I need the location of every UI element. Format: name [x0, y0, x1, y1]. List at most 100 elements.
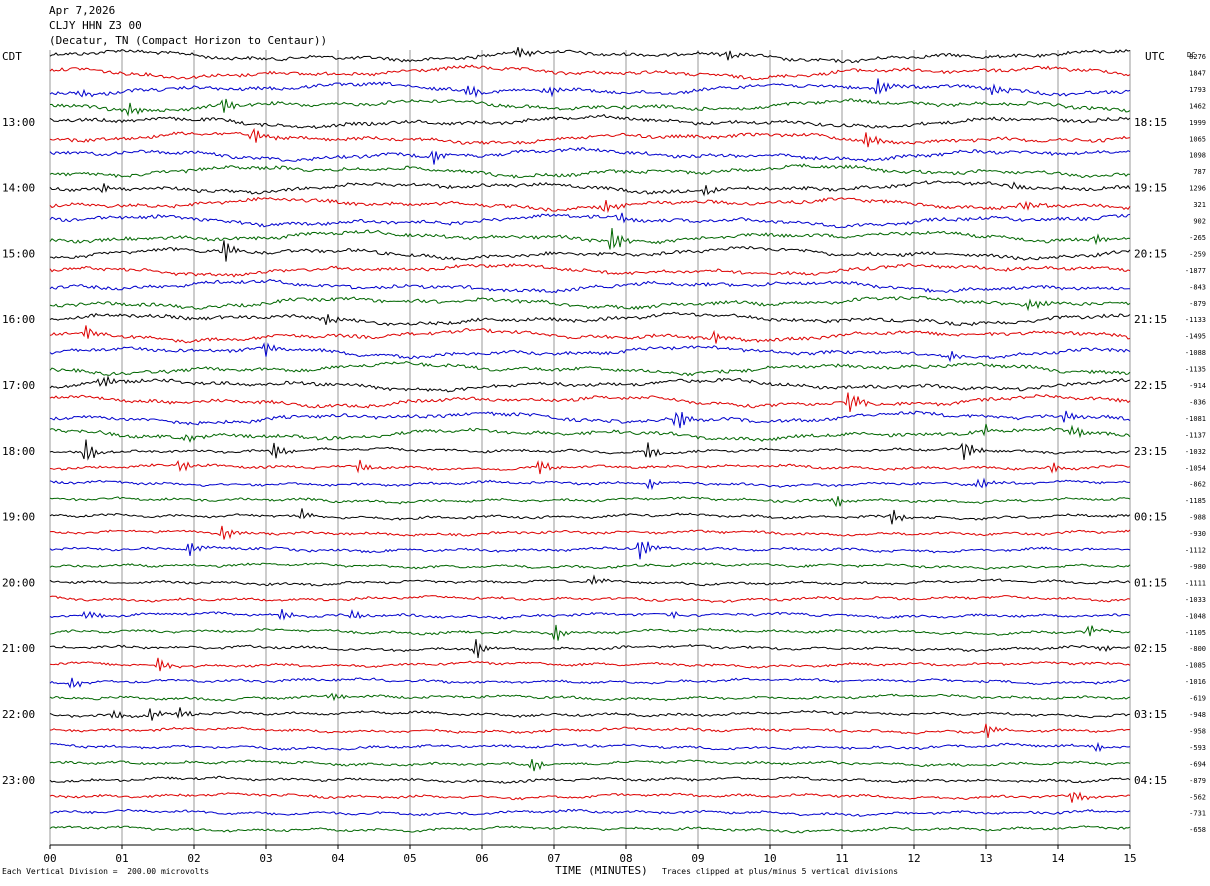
trace-dc-offset: -1032	[1185, 448, 1206, 456]
trace-line	[49, 360, 1131, 377]
x-tick-label: 14	[1051, 852, 1065, 865]
trace-dc-offset: -658	[1189, 826, 1206, 834]
x-tick-label: 11	[835, 852, 848, 865]
right-hour-label: 02:15	[1134, 642, 1167, 655]
x-tick-label: 04	[331, 852, 345, 865]
footnote-right: Traces clipped at plus/minus 5 vertical …	[662, 867, 899, 876]
trace-dc-offset: 902	[1193, 218, 1206, 226]
trace-dc-offset: -1133	[1185, 316, 1206, 324]
trace-dc-offset: 1065	[1189, 135, 1206, 143]
trace-line	[49, 342, 1131, 363]
x-tick-label: 12	[907, 852, 920, 865]
tick-labels: 00 01 02 03 04 05 06 07 08 09 10 11 12 13 14 15 8276 1847…	[2, 53, 1206, 865]
right-hour-label: 21:15	[1134, 313, 1167, 326]
trace-line	[49, 147, 1131, 165]
trace-line	[49, 775, 1131, 784]
trace-dc-offset: -930	[1189, 530, 1206, 538]
left-hour-label: 14:00	[2, 182, 35, 195]
trace-dc-offset: -259	[1189, 250, 1206, 258]
trace-dc-offset: -948	[1189, 711, 1206, 719]
trace-dc-offset: -914	[1189, 382, 1206, 390]
trace-line	[49, 574, 1131, 587]
left-hour-label: 21:00	[2, 642, 35, 655]
trace-line	[49, 541, 1131, 560]
trace-line	[49, 64, 1131, 81]
left-hour-label: 13:00	[2, 116, 35, 129]
trace-line	[49, 278, 1130, 294]
trace-dc-offset: -593	[1189, 744, 1206, 752]
trace-line	[49, 113, 1131, 130]
header-date: Apr 7,2026	[49, 4, 116, 17]
left-hour-label: 17:00	[2, 379, 35, 392]
left-hour-label: 15:00	[2, 247, 35, 260]
trace-dc-offset: -1135	[1185, 366, 1206, 374]
trace-line	[49, 657, 1131, 672]
trace-dc-offset: 8276	[1189, 53, 1206, 61]
trace-dc-offset: -694	[1189, 760, 1206, 768]
trace-line	[49, 311, 1131, 327]
trace-line	[49, 240, 1131, 262]
trace-dc-offset: 1999	[1189, 119, 1206, 127]
trace-line	[49, 758, 1131, 772]
trace-line	[49, 707, 1131, 721]
footnote-left: Each Vertical Division = 200.00 microvol…	[2, 867, 210, 876]
trace-line	[49, 163, 1131, 179]
trace-line	[49, 825, 1131, 834]
trace-group	[49, 46, 1131, 834]
trace-line	[49, 228, 1131, 250]
right-hour-label: 23:15	[1134, 445, 1167, 458]
trace-dc-offset: -836	[1189, 398, 1206, 406]
trace-dc-offset: -843	[1189, 283, 1206, 291]
right-hour-label: 03:15	[1134, 708, 1167, 721]
trace-line	[49, 608, 1131, 621]
trace-dc-offset: 1296	[1189, 185, 1206, 193]
trace-line	[49, 439, 1131, 461]
x-tick-label: 03	[259, 852, 272, 865]
trace-dc-offset: -988	[1189, 514, 1206, 522]
trace-dc-offset: -265	[1189, 234, 1206, 242]
trace-line	[49, 595, 1131, 604]
trace-line	[49, 263, 1131, 278]
trace-line	[49, 496, 1131, 508]
trace-line	[49, 46, 1131, 64]
trace-line	[49, 477, 1130, 491]
trace-dc-offset: -1137	[1185, 431, 1206, 439]
trace-line	[49, 375, 1131, 393]
dc-label: DC	[1187, 51, 1196, 59]
trace-line	[49, 741, 1131, 753]
right-hour-label: 20:15	[1134, 247, 1167, 260]
trace-dc-offset: -1081	[1185, 415, 1206, 423]
right-hour-label: 18:15	[1134, 116, 1167, 129]
trace-line	[49, 392, 1131, 412]
x-tick-label: 00	[43, 852, 56, 865]
trace-line	[49, 78, 1131, 98]
right-hour-label: 00:15	[1134, 511, 1167, 524]
trace-line	[49, 692, 1131, 702]
x-tick-label: 08	[619, 852, 632, 865]
trace-line	[49, 723, 1131, 738]
left-hour-label: 22:00	[2, 708, 35, 721]
trace-line	[49, 624, 1131, 641]
trace-line	[49, 212, 1131, 229]
x-tick-label: 15	[1123, 852, 1136, 865]
trace-line	[49, 508, 1131, 525]
trace-dc-offset: -1054	[1185, 464, 1206, 472]
trace-dc-offset: -1185	[1185, 497, 1206, 505]
trace-dc-offset: -1112	[1185, 547, 1206, 555]
trace-dc-offset: -1016	[1185, 678, 1206, 686]
trace-line	[49, 98, 1131, 117]
trace-line	[49, 459, 1131, 475]
trace-line	[49, 325, 1131, 344]
x-tick-label: 02	[187, 852, 200, 865]
left-hour-label: 16:00	[2, 313, 35, 326]
left-hour-label: 19:00	[2, 511, 35, 524]
trace-line	[49, 562, 1131, 571]
trace-line	[49, 639, 1131, 659]
trace-line	[49, 525, 1131, 540]
trace-line	[49, 423, 1131, 443]
trace-dc-offset: -1111	[1185, 579, 1206, 587]
trace-dc-offset: -1088	[1185, 349, 1206, 357]
right-timezone: UTC	[1145, 50, 1165, 63]
trace-dc-offset: -958	[1189, 727, 1206, 735]
